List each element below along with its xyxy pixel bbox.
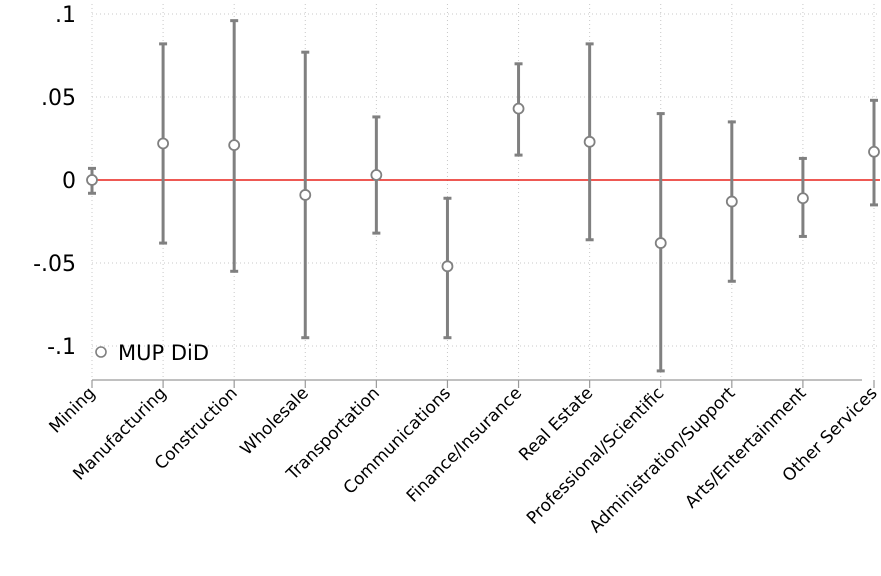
point-estimate xyxy=(725,195,738,208)
point-estimate xyxy=(797,192,809,205)
x-tick-label: Wholesale xyxy=(237,383,313,459)
legend: MUP DiD xyxy=(95,341,209,365)
point-estimate xyxy=(441,260,454,273)
legend-label: MUP DiD xyxy=(118,341,209,365)
grid-lines xyxy=(91,4,880,378)
x-tick-label: Administration/Support xyxy=(586,383,740,537)
x-tick-label: Professional/Scientific xyxy=(523,383,668,528)
legend-marker xyxy=(95,346,107,358)
point-estimate xyxy=(370,169,383,181)
y-tick-label: -.1 xyxy=(47,335,76,360)
x-tick-label: Mining xyxy=(45,383,99,437)
point-estimate xyxy=(868,145,880,158)
point-estimate xyxy=(654,237,667,249)
axes: -.1-.050.05.1MiningManufacturingConstruc… xyxy=(33,3,881,537)
x-tick-label: Arts/Entertainment xyxy=(681,383,810,512)
point-estimate xyxy=(299,189,312,201)
point-estimate xyxy=(583,135,596,148)
point-estimate xyxy=(86,174,98,186)
y-tick-label: .05 xyxy=(41,86,76,111)
point-estimate xyxy=(228,139,241,152)
point-estimate xyxy=(512,102,525,115)
y-tick-label: -.05 xyxy=(33,252,76,277)
series-mup-did xyxy=(86,19,880,373)
y-tick-label: 0 xyxy=(62,169,76,194)
y-tick-label: .1 xyxy=(55,3,76,28)
point-estimate xyxy=(157,137,169,150)
